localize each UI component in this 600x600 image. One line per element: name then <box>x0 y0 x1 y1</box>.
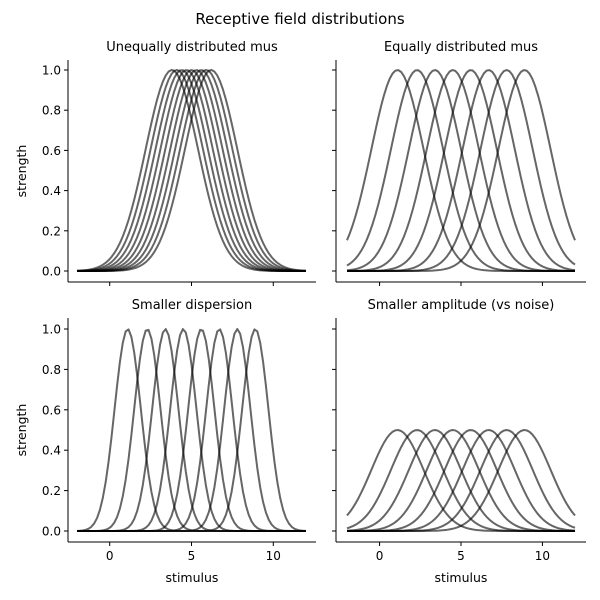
y-tick-label: 0.8 <box>42 104 61 118</box>
receptive-field-curve-8 <box>347 69 576 272</box>
receptive-field-curve-8 <box>77 328 307 532</box>
panel-title: Smaller amplitude (vs noise) <box>368 298 555 313</box>
y-tick-label: 0.4 <box>42 444 61 458</box>
panel-3: Smaller dispersion 0.0 0.2 0.4 0.6 0.8 1.0 0 5 10… <box>14 298 316 585</box>
receptive-field-curve-2 <box>346 69 575 272</box>
receptive-field-curve-1 <box>346 69 575 272</box>
x-tick-label: 5 <box>188 549 196 563</box>
receptive-field-curve-5 <box>347 69 576 272</box>
panel-title: Smaller dispersion <box>132 298 252 313</box>
y-tick-label: 0.6 <box>42 144 61 158</box>
panel-title: Unequally distributed mus <box>106 40 278 55</box>
receptive-field-curve-8 <box>347 429 576 532</box>
y-axis-label: strength <box>14 145 29 198</box>
receptive-field-curve-5 <box>76 69 307 272</box>
y-tick-label: 1.0 <box>42 323 61 337</box>
x-axis-label: stimulus <box>435 570 488 585</box>
x-tick-label: 0 <box>106 549 114 563</box>
y-tick-label: 0.0 <box>42 525 61 539</box>
receptive-field-curve-4 <box>346 429 575 532</box>
x-tick-label: 10 <box>535 549 550 563</box>
panel-4: Smaller amplitude (vs noise) 0 5 10 stimulus <box>332 298 586 585</box>
y-tick-label: 0.6 <box>42 403 61 417</box>
x-tick-label: 10 <box>266 549 281 563</box>
receptive-field-curve-8 <box>77 69 307 272</box>
y-tick-label: 0.0 <box>42 265 61 279</box>
x-axis-label: stimulus <box>166 570 219 585</box>
panel-title: Equally distributed mus <box>384 40 538 55</box>
receptive-field-curve-3 <box>346 69 575 272</box>
receptive-field-curve-9 <box>77 69 307 272</box>
panel-2: Equally distributed mus <box>332 40 586 286</box>
y-tick-label: 0.2 <box>42 224 61 238</box>
panels: Unequally distributed mus 0.0 0.2 0.4 0.6 0.8… <box>14 40 586 585</box>
y-tick-label: 0.4 <box>42 184 61 198</box>
y-tick-label: 1.0 <box>42 64 61 78</box>
receptive-field-curve-6 <box>347 429 576 532</box>
panel-1: Unequally distributed mus 0.0 0.2 0.4 0.6 0.8… <box>14 40 316 286</box>
y-axis-label: strength <box>14 404 29 457</box>
receptive-field-curve-7 <box>347 69 576 272</box>
receptive-field-curve-6 <box>347 69 576 272</box>
y-tick-label: 0.2 <box>42 484 61 498</box>
figure-title: Receptive field distributions <box>195 10 405 28</box>
x-tick-label: 5 <box>457 549 465 563</box>
x-tick-label: 0 <box>376 549 384 563</box>
y-tick-label: 0.8 <box>42 363 61 377</box>
receptive-field-curve-4 <box>346 69 576 272</box>
